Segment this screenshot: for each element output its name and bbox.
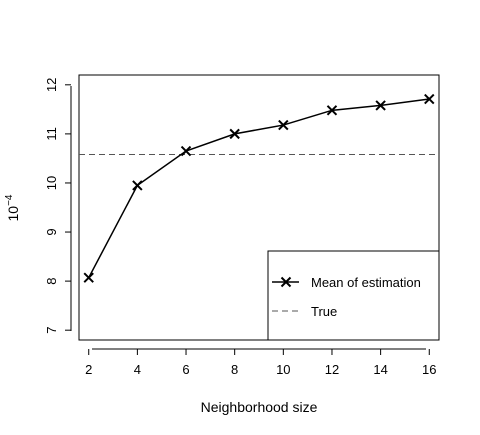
x-tick-label: 10 — [276, 362, 290, 377]
y-tick-label: 12 — [44, 78, 59, 92]
legend-marker-x — [280, 276, 292, 288]
data-point-x-marker — [424, 93, 435, 105]
x-tick-label: 16 — [422, 362, 436, 377]
x-tick-label: 12 — [325, 362, 339, 377]
data-point-x-marker — [132, 180, 143, 191]
data-point-x-marker — [229, 128, 240, 140]
series-line — [88, 98, 430, 279]
x-axis: 2 4 6 8 10 12 14 16 Neighborhood size — [85, 348, 437, 415]
legend-label-true: True — [311, 304, 337, 319]
data-point-x-marker — [278, 119, 289, 131]
y-axis: 7 8 9 10 11 12 10−4 — [4, 78, 72, 334]
x-tick-label: 6 — [182, 362, 189, 377]
legend: Mean of estimation True — [267, 250, 440, 341]
y-tick-label: 10 — [44, 176, 59, 190]
x-axis-label: Neighborhood size — [201, 399, 318, 415]
plot-frame — [78, 74, 440, 341]
x-tick-label: 14 — [373, 362, 387, 377]
y-tick-label: 11 — [44, 127, 59, 141]
y-tick-label: 8 — [44, 277, 59, 284]
legend-label-estimation: Mean of estimation — [311, 275, 421, 290]
data-point-x-marker — [180, 145, 192, 157]
x-tick-label: 2 — [85, 362, 92, 377]
y-tick-label: 9 — [44, 228, 59, 235]
data-point-x-marker — [326, 105, 338, 116]
y-ticks: 7 8 9 10 11 12 — [44, 78, 71, 334]
x-tick-label: 4 — [134, 362, 141, 377]
data-point-x-marker — [83, 272, 94, 283]
y-tick-label: 7 — [44, 327, 59, 334]
data-point-x-marker — [375, 100, 386, 111]
plot-area — [79, 93, 439, 283]
y-axis-label: 10−4 — [4, 194, 21, 221]
x-ticks: 2 4 6 8 10 12 14 16 — [85, 349, 437, 377]
legend-box — [267, 250, 440, 341]
x-tick-label: 8 — [231, 362, 238, 377]
